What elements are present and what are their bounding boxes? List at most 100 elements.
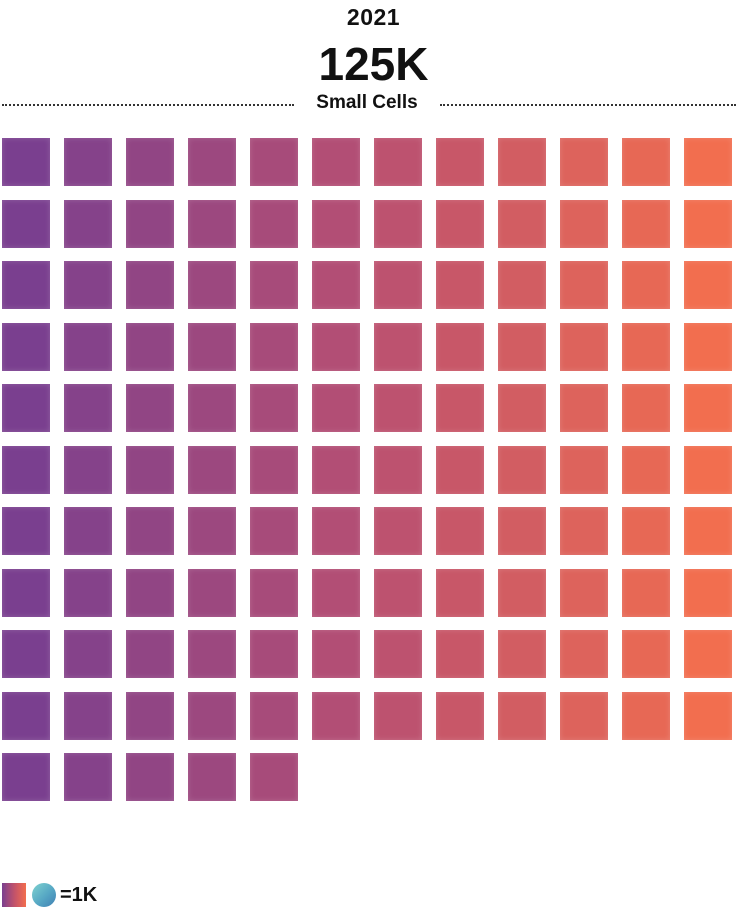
waffle-cell [126, 138, 174, 186]
waffle-cell [64, 692, 112, 740]
waffle-cell [312, 261, 360, 309]
waffle-cell [622, 507, 670, 555]
waffle-cell [250, 138, 298, 186]
waffle-cell [684, 384, 732, 432]
waffle-cell [622, 630, 670, 678]
waffle-cell [498, 630, 546, 678]
waffle-cell [126, 753, 174, 801]
waffle-cell [2, 692, 50, 740]
waffle-cell [2, 261, 50, 309]
waffle-cell [250, 569, 298, 617]
waffle-cell [188, 200, 236, 248]
waffle-cell [374, 630, 422, 678]
legend-square-swatch [2, 883, 26, 907]
waffle-cell [684, 200, 732, 248]
waffle-cell [622, 261, 670, 309]
divider-right [440, 104, 736, 106]
waffle-cell [312, 569, 360, 617]
waffle-cell [126, 446, 174, 494]
waffle-cell [560, 630, 608, 678]
waffle-cell [436, 507, 484, 555]
waffle-cell [312, 692, 360, 740]
waffle-cell [312, 323, 360, 371]
waffle-cell [250, 261, 298, 309]
waffle-cell [126, 384, 174, 432]
waffle-cell [2, 138, 50, 186]
waffle-cell [498, 138, 546, 186]
waffle-cell [2, 507, 50, 555]
waffle-cell [436, 569, 484, 617]
waffle-cell [64, 384, 112, 432]
waffle-cell [436, 200, 484, 248]
waffle-cell [684, 446, 732, 494]
waffle-cell [374, 384, 422, 432]
waffle-cell [560, 200, 608, 248]
waffle-cell [2, 753, 50, 801]
waffle-cell [188, 569, 236, 617]
waffle-cell [374, 200, 422, 248]
waffle-cell [498, 692, 546, 740]
waffle-cell [188, 692, 236, 740]
waffle-cell [64, 753, 112, 801]
waffle-cell [684, 569, 732, 617]
waffle-cell [126, 323, 174, 371]
waffle-cell [436, 384, 484, 432]
waffle-cell [498, 446, 546, 494]
waffle-cell [64, 630, 112, 678]
waffle-cell [560, 692, 608, 740]
waffle-cell [312, 138, 360, 186]
waffle-cell [622, 446, 670, 494]
waffle-cell [622, 138, 670, 186]
waffle-cell [312, 446, 360, 494]
waffle-cell [374, 692, 422, 740]
waffle-cell [2, 630, 50, 678]
waffle-cell [126, 692, 174, 740]
waffle-cell [622, 384, 670, 432]
waffle-cell [622, 200, 670, 248]
waffle-cell [560, 138, 608, 186]
waffle-cell [436, 446, 484, 494]
waffle-cell [498, 384, 546, 432]
waffle-cell [312, 507, 360, 555]
waffle-cell [684, 692, 732, 740]
waffle-cell [312, 200, 360, 248]
waffle-cell [622, 323, 670, 371]
waffle-cell [188, 323, 236, 371]
waffle-cell [560, 569, 608, 617]
legend-circle-swatch [32, 883, 56, 907]
waffle-cell [436, 630, 484, 678]
waffle-cell [622, 692, 670, 740]
waffle-cell [436, 323, 484, 371]
waffle-cell [64, 200, 112, 248]
waffle-cell [560, 446, 608, 494]
waffle-cell [250, 630, 298, 678]
waffle-cell [498, 569, 546, 617]
waffle-cell [684, 323, 732, 371]
waffle-cell [188, 630, 236, 678]
waffle-cell [250, 384, 298, 432]
waffle-cell [560, 323, 608, 371]
legend-unit-label: =1K [60, 883, 98, 906]
waffle-cell [374, 569, 422, 617]
waffle-cell [250, 507, 298, 555]
waffle-cell [374, 138, 422, 186]
waffle-cell [2, 384, 50, 432]
waffle-cell [622, 569, 670, 617]
waffle-cell [250, 692, 298, 740]
waffle-cell [126, 569, 174, 617]
waffle-cell [188, 261, 236, 309]
waffle-cell [498, 200, 546, 248]
waffle-cell [684, 138, 732, 186]
waffle-cell [64, 446, 112, 494]
waffle-cell [64, 569, 112, 617]
divider-left [2, 104, 294, 106]
waffle-cell [188, 138, 236, 186]
waffle-cell [188, 384, 236, 432]
waffle-cell [188, 507, 236, 555]
waffle-cell [2, 323, 50, 371]
waffle-cell [250, 323, 298, 371]
legend: =1K [2, 882, 97, 908]
waffle-cell [436, 692, 484, 740]
waffle-cell [250, 446, 298, 494]
waffle-cell [250, 200, 298, 248]
